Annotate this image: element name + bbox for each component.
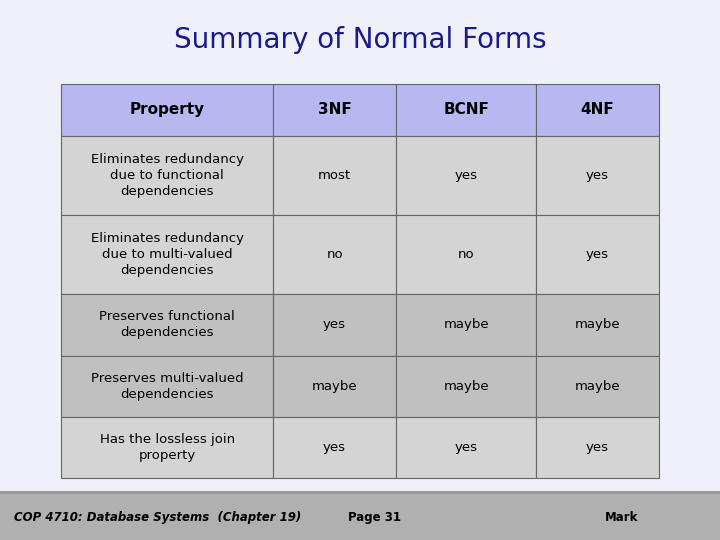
Text: Has the lossless join
property: Has the lossless join property [99, 433, 235, 462]
Text: most: most [318, 169, 351, 182]
Text: BCNF: BCNF [443, 102, 489, 117]
Text: maybe: maybe [575, 319, 621, 332]
Text: maybe: maybe [575, 380, 621, 393]
Text: Summary of Normal Forms: Summary of Normal Forms [174, 26, 546, 55]
Text: yes: yes [454, 169, 477, 182]
Text: 4NF: 4NF [580, 102, 614, 117]
Text: Preserves multi-valued
dependencies: Preserves multi-valued dependencies [91, 372, 243, 401]
Text: yes: yes [454, 441, 477, 454]
Text: no: no [326, 248, 343, 261]
Text: no: no [458, 248, 474, 261]
Text: yes: yes [586, 169, 609, 182]
Text: maybe: maybe [312, 380, 357, 393]
Text: yes: yes [323, 441, 346, 454]
Text: maybe: maybe [444, 319, 489, 332]
Text: COP 4710: Database Systems  (Chapter 19): COP 4710: Database Systems (Chapter 19) [14, 510, 302, 524]
Text: 3NF: 3NF [318, 102, 351, 117]
Text: Page 31: Page 31 [348, 510, 401, 524]
Text: Mark: Mark [605, 510, 638, 524]
Text: yes: yes [586, 248, 609, 261]
Text: yes: yes [586, 441, 609, 454]
Text: Eliminates redundancy
due to multi-valued
dependencies: Eliminates redundancy due to multi-value… [91, 232, 244, 277]
Text: maybe: maybe [444, 380, 489, 393]
Text: Eliminates redundancy
due to functional
dependencies: Eliminates redundancy due to functional … [91, 153, 244, 198]
Text: yes: yes [323, 319, 346, 332]
Text: Property: Property [130, 102, 204, 117]
Text: Preserves functional
dependencies: Preserves functional dependencies [99, 310, 235, 340]
